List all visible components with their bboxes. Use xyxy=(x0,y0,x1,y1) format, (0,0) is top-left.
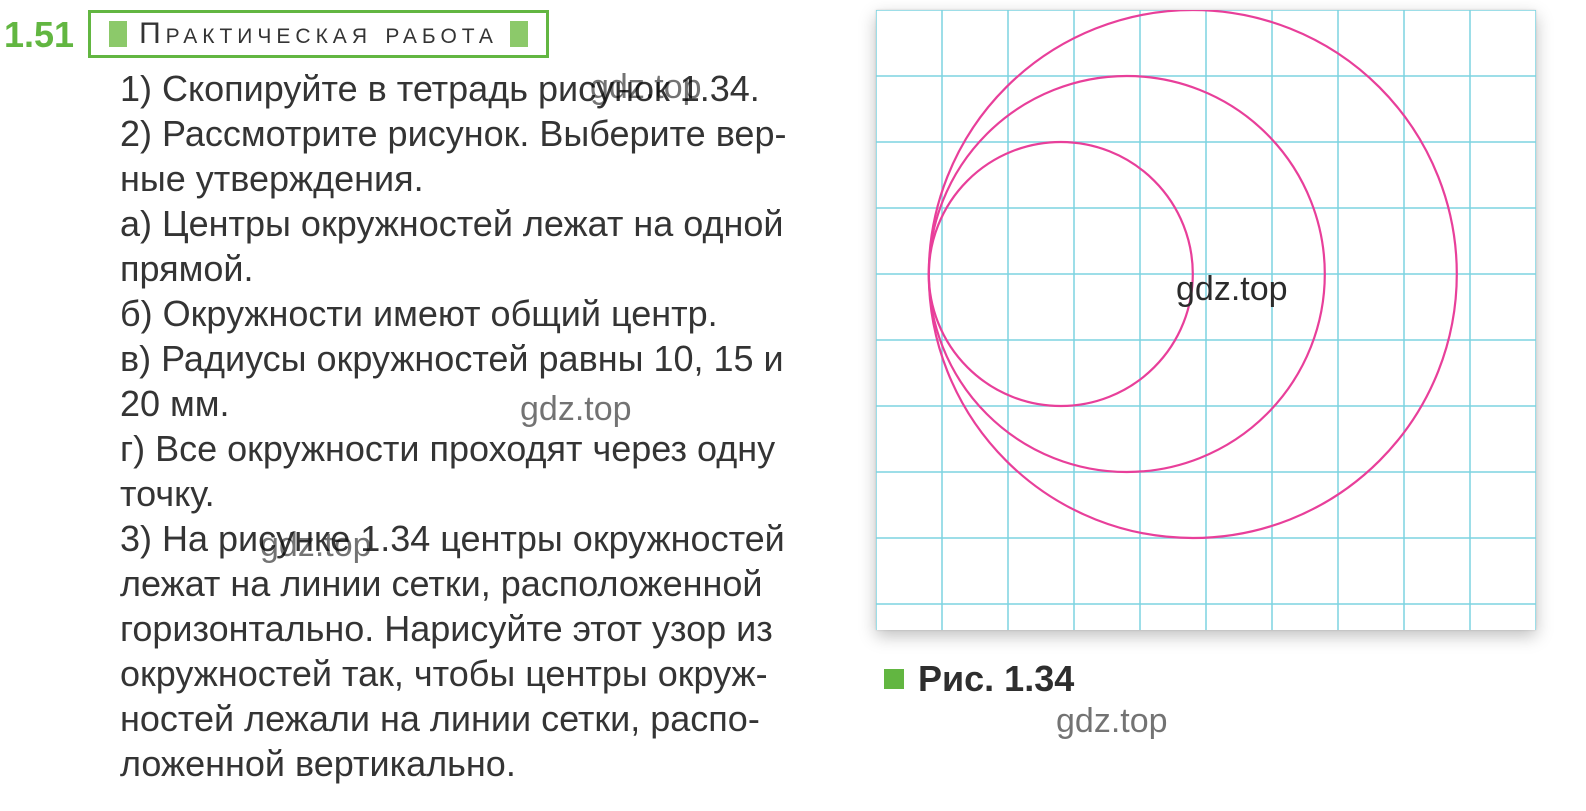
text-line: ные утверждения. xyxy=(120,156,846,201)
right-column: gdz.top Рис. 1.34 gdz.top xyxy=(876,10,1566,801)
exercise-header: 1.51 Практическая работа xyxy=(4,10,846,58)
text-line: 3) На рисунке 1.34 центры окружностей xyxy=(120,516,846,561)
text-line: прямой. xyxy=(120,246,846,291)
exercise-badge: Практическая работа xyxy=(88,10,549,58)
text-line: точку. xyxy=(120,471,846,516)
text-line: г) Все окружности проходят через одну xyxy=(120,426,846,471)
page-root: 1.51 Практическая работа 1) Скопируйте в… xyxy=(0,0,1586,811)
badge-label: Практическая работа xyxy=(139,17,498,51)
left-column: 1.51 Практическая работа 1) Скопируйте в… xyxy=(0,10,876,801)
figure-caption-row: Рис. 1.34 gdz.top xyxy=(876,658,1566,700)
figure-svg xyxy=(876,10,1536,630)
text-line: горизонтально. Нарисуйте этот узор из xyxy=(120,606,846,651)
watermark: gdz.top xyxy=(1056,702,1168,741)
badge-right-square-icon xyxy=(510,21,528,47)
figure-caption: Рис. 1.34 xyxy=(918,658,1074,700)
text-line: окружностей так, чтобы центры окруж- xyxy=(120,651,846,696)
exercise-body: 1) Скопируйте в тетрадь рисунок 1.34. 2)… xyxy=(4,66,846,786)
badge-left-square-icon xyxy=(109,21,127,47)
caption-square-icon xyxy=(884,669,904,689)
text-line: 1) Скопируйте в тетрадь рисунок 1.34. xyxy=(120,66,846,111)
text-line: лежат на линии сетки, расположенной xyxy=(120,561,846,606)
text-line: ностей лежали на линии сетки, распо- xyxy=(120,696,846,741)
text-line: б) Окружности имеют общий центр. xyxy=(120,291,846,336)
text-line: 2) Рассмотрите рисунок. Выберите вер- xyxy=(120,111,846,156)
exercise-number: 1.51 xyxy=(4,12,74,56)
figure-card: gdz.top xyxy=(876,10,1536,630)
text-line: 20 мм. xyxy=(120,381,846,426)
text-line: ложенной вертикально. xyxy=(120,741,846,786)
text-line: а) Центры окружностей лежат на одной xyxy=(120,201,846,246)
text-line: в) Радиусы окружностей равны 10, 15 и xyxy=(120,336,846,381)
